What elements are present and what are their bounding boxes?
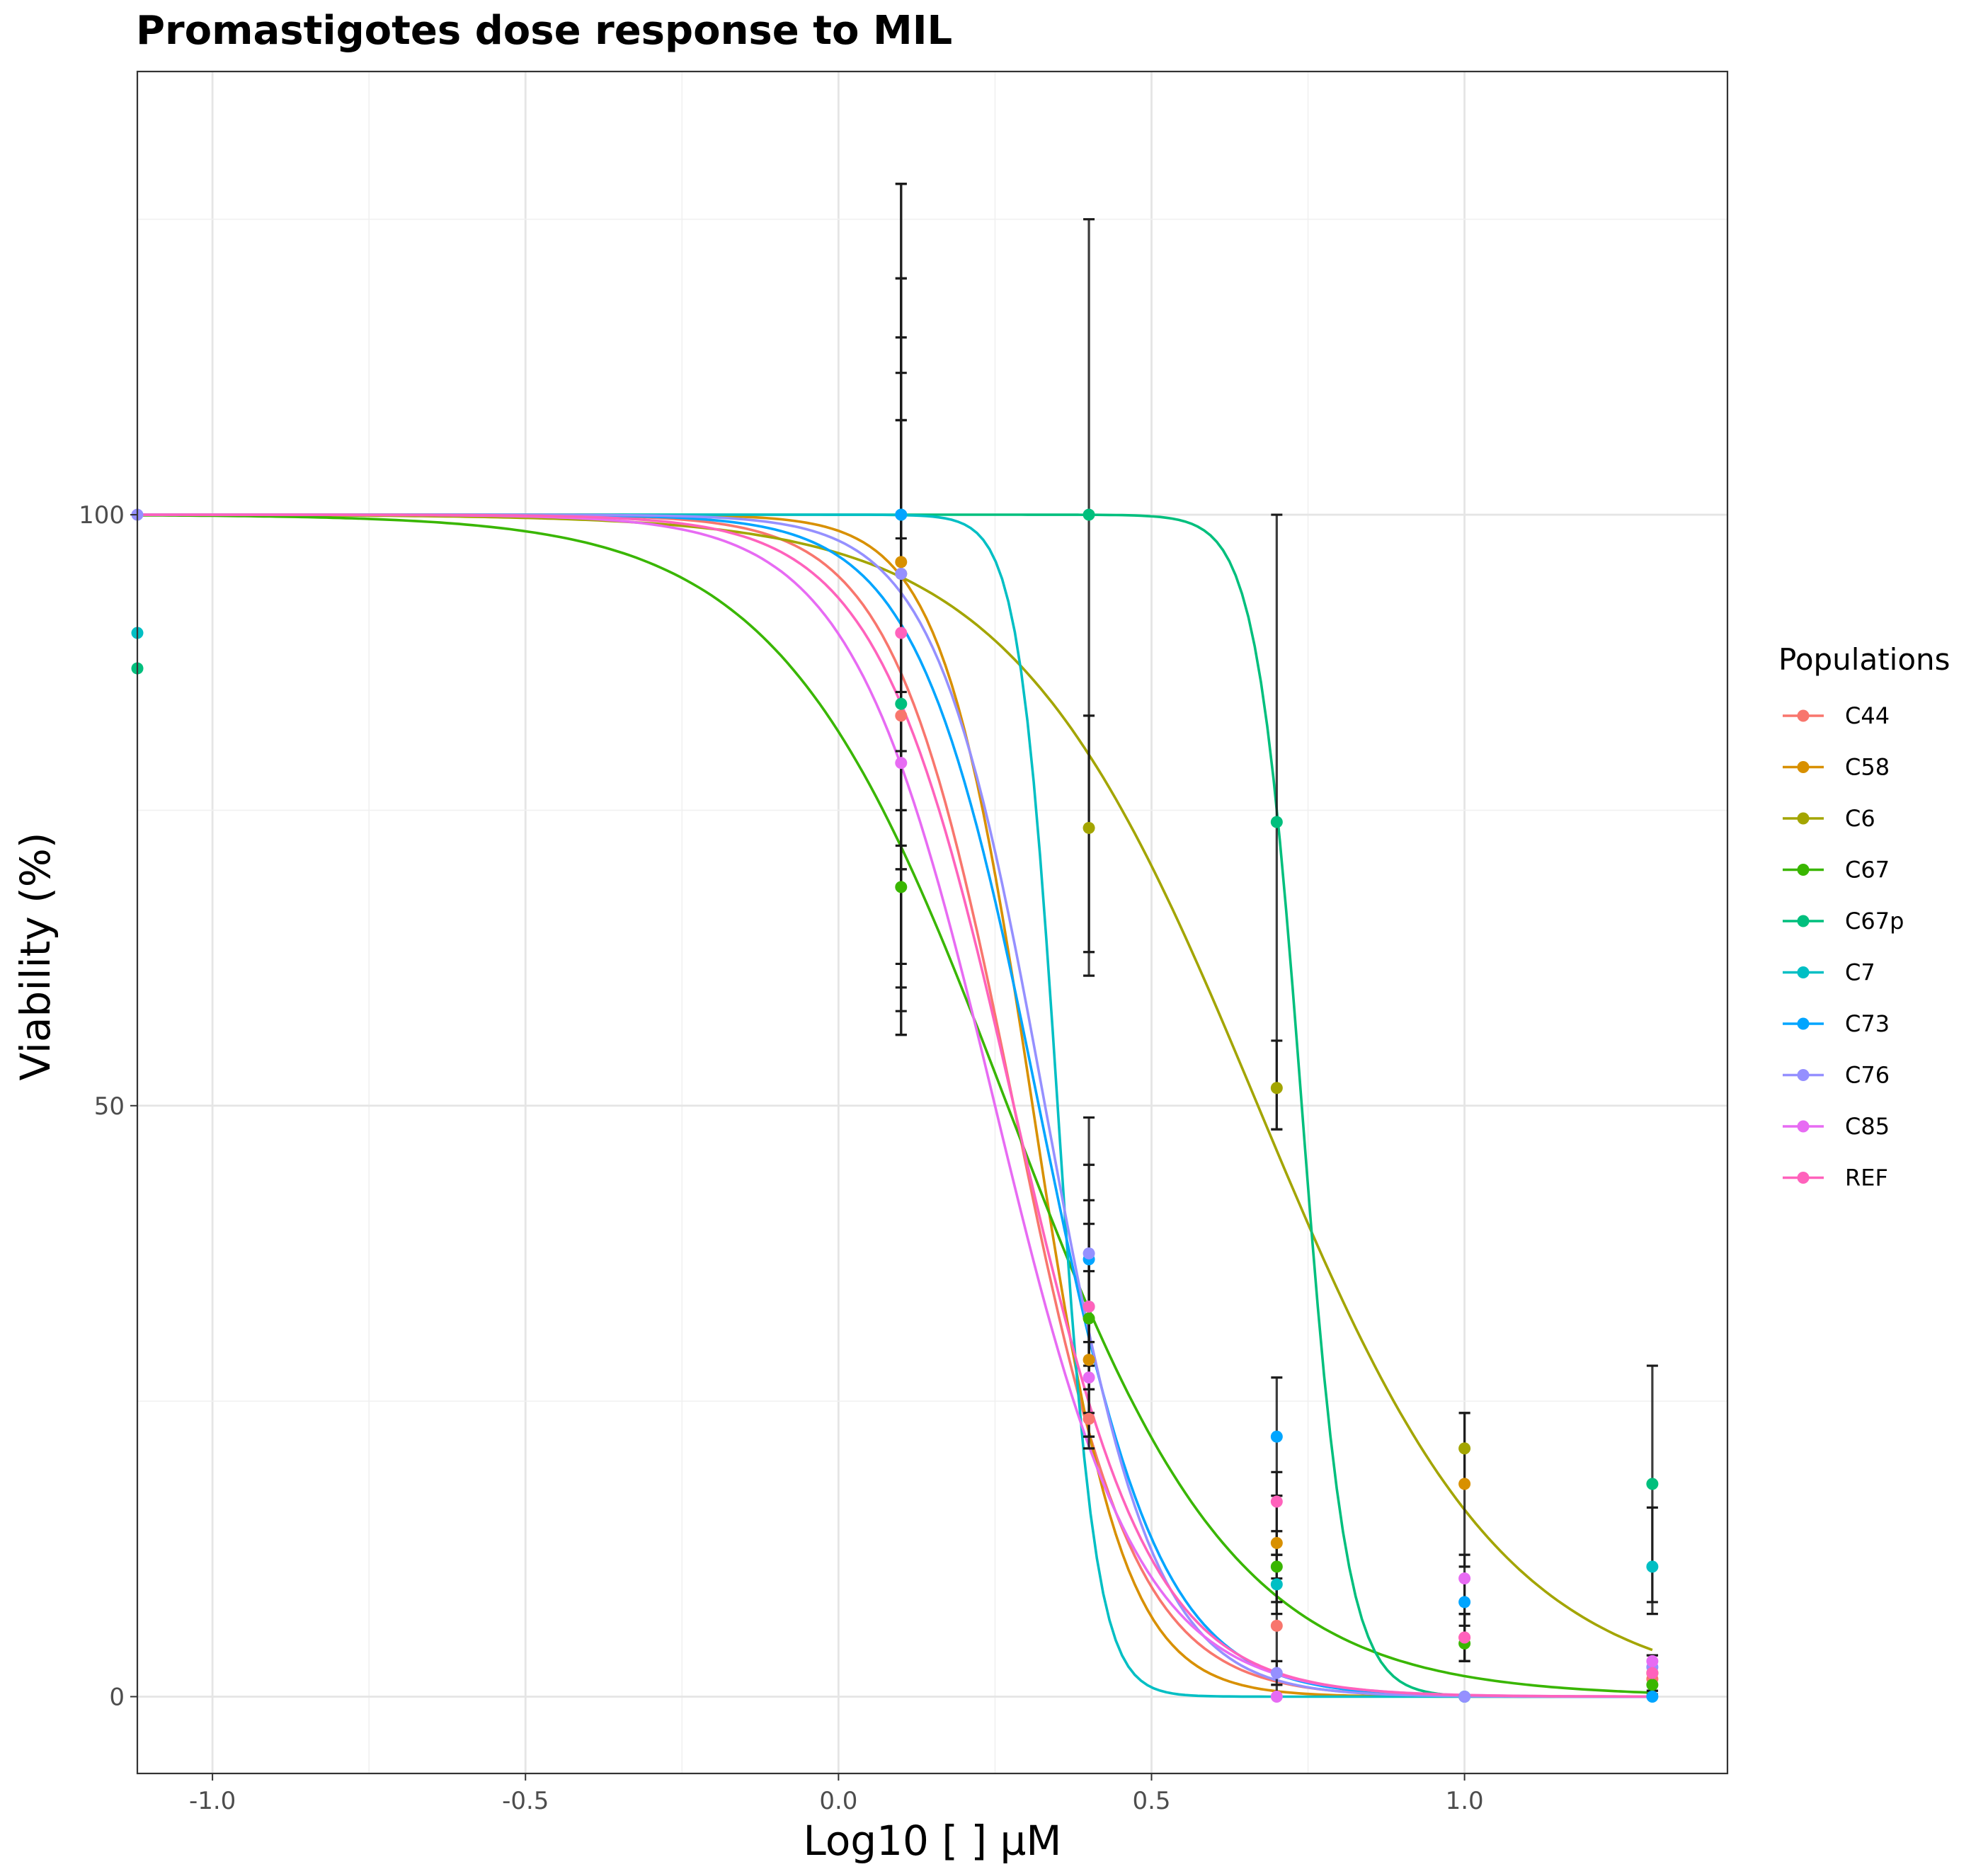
legend-marker-c85 (1797, 1120, 1810, 1133)
legend-marker-c67p (1797, 915, 1810, 927)
data-point-ref (1270, 1495, 1283, 1508)
legend-label-c67p: C67p (1845, 908, 1904, 935)
data-point-c73 (895, 508, 908, 521)
legend-marker-c6 (1797, 812, 1810, 825)
data-point-c67 (1082, 1312, 1095, 1325)
data-point-c85 (1082, 1371, 1095, 1384)
x-axis-ticks: -1.0 -0.5 0.0 0.5 1.0 (189, 1773, 1484, 1815)
data-point-c85 (1458, 1572, 1471, 1585)
legend-marker-c44 (1797, 709, 1810, 722)
data-point-c67p (1270, 816, 1283, 828)
data-point-c6 (1270, 1082, 1283, 1095)
x-tick-label: -0.5 (502, 1787, 549, 1815)
data-point-c6 (1458, 1442, 1471, 1455)
fit-curve-ref (137, 513, 1652, 1698)
x-tick-label: -1.0 (189, 1787, 236, 1815)
data-point-c85 (1646, 1655, 1659, 1667)
data-point-ref (895, 627, 908, 639)
legend-label-c6: C6 (1845, 805, 1875, 832)
legend: Populations C44 C58 C6 C67 C67p C7 C73 C76 C85 RE… (1778, 642, 1950, 1192)
legend-label-c44: C44 (1845, 702, 1890, 729)
legend-marker-c76 (1797, 1069, 1810, 1081)
y-axis-label: Viability (%) (11, 832, 59, 1080)
x-tick-label: 1.0 (1446, 1787, 1484, 1815)
data-point-c76 (895, 568, 908, 581)
data-point-c58 (1270, 1536, 1283, 1549)
legend-marker-c73 (1797, 1017, 1810, 1030)
data-point-ref (1646, 1667, 1659, 1679)
data-point-c67 (1270, 1560, 1283, 1573)
legend-label-c7: C7 (1845, 959, 1875, 986)
data-point-c44 (1270, 1619, 1283, 1632)
data-point-c44 (895, 709, 908, 722)
legend-label-c76: C76 (1845, 1062, 1890, 1089)
data-point-c73 (1270, 1430, 1283, 1443)
plot-border (136, 70, 1729, 1775)
data-point-c76 (1082, 1247, 1095, 1259)
legend-label-c58: C58 (1845, 754, 1890, 781)
y-axis-ticks: 0 50 100 (79, 501, 137, 1711)
y-tick-label: 0 (109, 1683, 125, 1711)
x-axis-label: Log10 [ ] µM (804, 1817, 1062, 1865)
data-point-ref (1458, 1631, 1471, 1644)
data-point-c67 (1646, 1679, 1659, 1691)
data-point-c58 (895, 556, 908, 569)
y-tick-label: 100 (79, 501, 125, 530)
data-point-c6 (1082, 821, 1095, 834)
data-point-c76 (1458, 1690, 1471, 1703)
data-point-c85 (895, 757, 908, 770)
data-point-c7 (1646, 1560, 1659, 1573)
legend-label-ref: REF (1845, 1165, 1888, 1192)
legend-label-c85: C85 (1845, 1113, 1890, 1140)
legend-marker-c7 (1797, 966, 1810, 978)
legend-label-c67: C67 (1845, 857, 1890, 884)
data-point-c58 (1082, 1354, 1095, 1366)
legend-title: Populations (1778, 642, 1950, 677)
legend-marker-c67 (1797, 864, 1810, 876)
x-tick-label: 0.5 (1132, 1787, 1170, 1815)
data-point-c7 (1270, 1578, 1283, 1591)
data-point-c67p (1646, 1478, 1659, 1490)
data-points (131, 508, 1659, 1703)
x-tick-label: 0.0 (819, 1787, 857, 1815)
data-point-c44 (1082, 1412, 1095, 1425)
legend-marker-ref (1797, 1172, 1810, 1184)
data-point-c85 (1270, 1690, 1283, 1703)
data-point-c58 (1458, 1478, 1471, 1490)
data-point-c73 (1458, 1596, 1471, 1609)
data-point-c67p (1082, 508, 1095, 521)
data-point-c67 (895, 881, 908, 893)
legend-label-c73: C73 (1845, 1010, 1890, 1037)
data-point-c76 (1270, 1667, 1283, 1679)
data-point-c73 (1646, 1690, 1659, 1703)
data-point-ref (1082, 1301, 1095, 1313)
fit-curve-c67 (137, 514, 1652, 1694)
data-point-c67p (895, 697, 908, 710)
legend-marker-c58 (1797, 761, 1810, 773)
fit-curves (137, 513, 1653, 1698)
y-tick-label: 50 (94, 1092, 125, 1121)
chart-title: Promastigotes dose response to MIL (136, 8, 952, 54)
